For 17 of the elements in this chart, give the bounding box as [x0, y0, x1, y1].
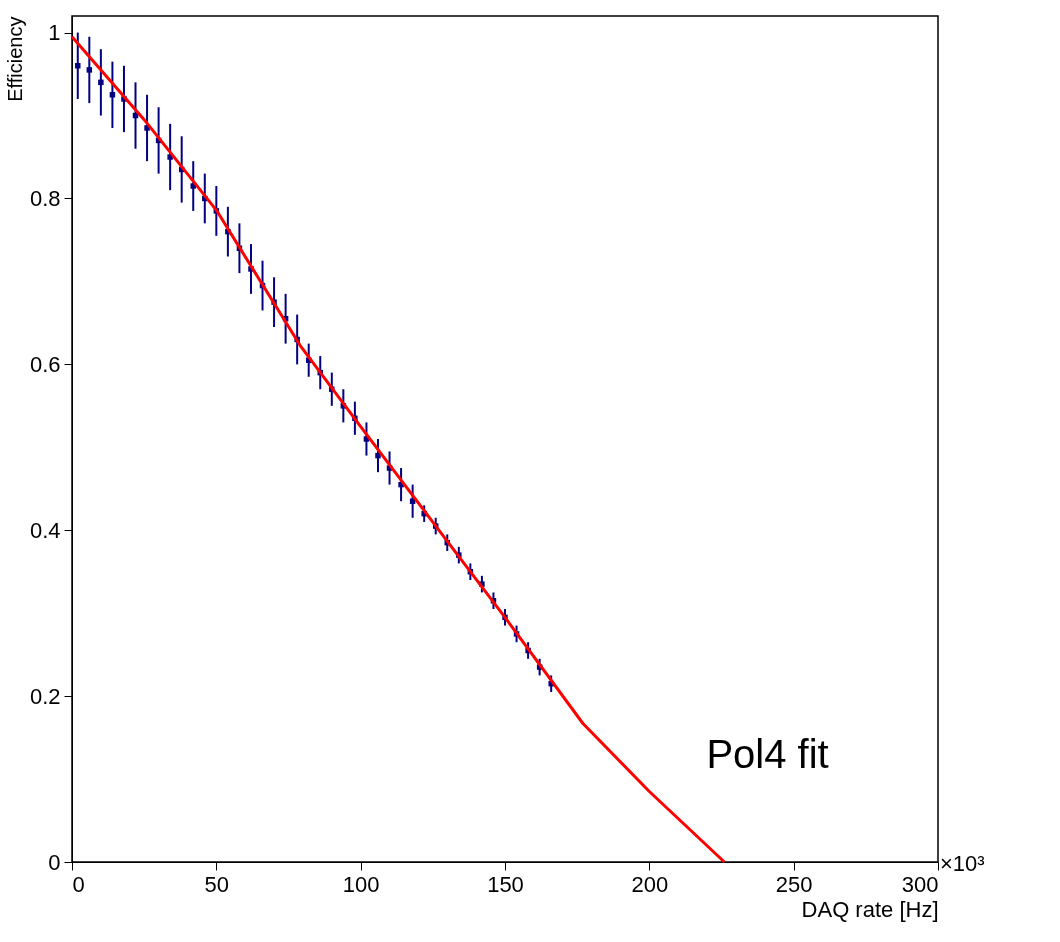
text: ×10³: [940, 851, 985, 876]
x-tick-label: 250: [775, 871, 813, 897]
x-tick-label: 0: [72, 871, 85, 897]
x-tick-label: 100: [342, 871, 380, 897]
y-tick-label: 0.2: [29, 683, 61, 709]
x-tick-label: 200: [631, 871, 669, 897]
y-tick-label: 0: [48, 849, 61, 875]
x-tick-label: 50: [204, 871, 230, 897]
y-axis-title: Efficiency: [3, 16, 26, 102]
x-tick-label: 300: [901, 871, 939, 897]
annotation: Pol4 fit: [706, 732, 829, 776]
y-tick-label: 0.8: [29, 185, 61, 211]
x-tick-label: 150: [487, 871, 524, 897]
y-tick-label: 1: [48, 20, 61, 46]
y-tick-label: 0.6: [29, 351, 61, 377]
y-tick-label: 0.4: [29, 517, 61, 543]
x-axis-title: DAQ rate [Hz]: [801, 896, 939, 922]
